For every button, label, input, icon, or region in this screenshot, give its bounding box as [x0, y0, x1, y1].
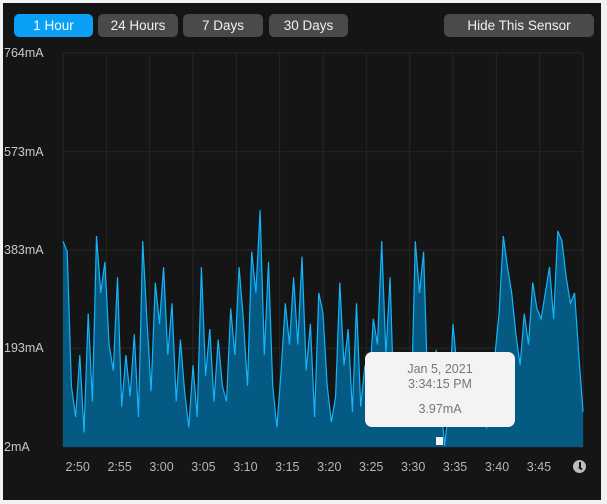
y-tick-label: 383mA	[4, 243, 44, 257]
x-tick-label: 3:20	[317, 460, 342, 474]
y-tick-label: 573mA	[4, 144, 44, 159]
x-tick-label: 3:35	[442, 460, 468, 474]
tooltip: Jan 5, 2021 3:34:15 PM 3.97mA	[365, 352, 515, 427]
x-tick-label: 3:05	[191, 460, 216, 474]
hide-sensor-button[interactable]: Hide This Sensor	[444, 14, 594, 37]
x-tick-label: 3:45	[526, 460, 552, 474]
y-tick-label: 764mA	[4, 46, 44, 60]
x-tick-label: 3:25	[359, 460, 384, 474]
tooltip-value: 3.97mA	[418, 402, 462, 416]
x-tick-label: 3:00	[149, 460, 174, 474]
range-30-days-button[interactable]: 30 Days	[269, 14, 348, 37]
x-tick-label: 3:30	[400, 460, 426, 474]
hover-point-marker	[436, 437, 443, 445]
x-tick-label: 3:40	[484, 460, 510, 474]
range-1-hour-button[interactable]: 1 Hour	[14, 14, 93, 37]
series-line	[62, 210, 584, 447]
x-tick-label: 2:50	[65, 460, 90, 474]
tooltip-date: Jan 5, 2021	[407, 362, 473, 376]
tooltip-time: 3:34:15 PM	[408, 377, 472, 391]
clock-icon[interactable]	[573, 460, 586, 473]
range-24-hours-button[interactable]: 24 Hours	[98, 14, 178, 37]
x-tick-label: 3:10	[233, 460, 258, 474]
y-tick-label: 2mA	[4, 440, 30, 454]
y-tick-label: 193mA	[4, 341, 44, 356]
x-tick-label: 2:55	[107, 460, 132, 474]
range-7-days-button[interactable]: 7 Days	[183, 14, 263, 37]
x-tick-label: 3:15	[275, 460, 300, 474]
